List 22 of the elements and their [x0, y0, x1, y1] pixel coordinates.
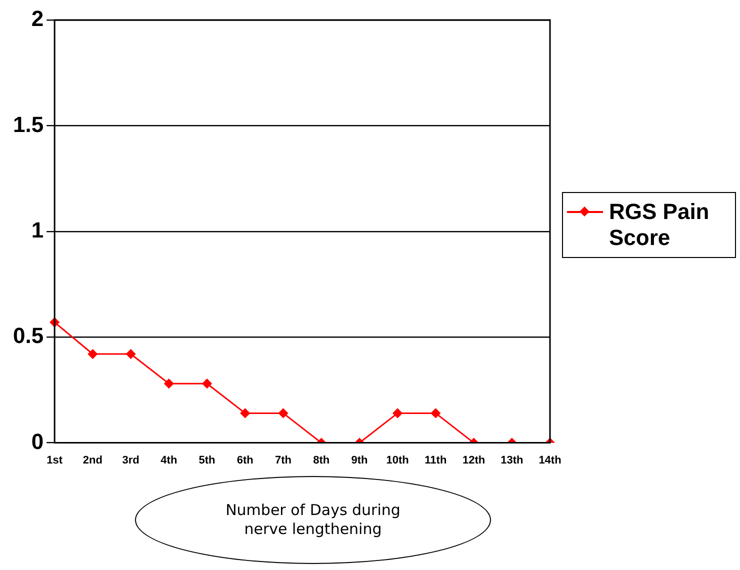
x-tick-label: 10th	[386, 454, 410, 466]
x-tick-label: 6th	[236, 454, 254, 466]
x-tick-label: 14th	[538, 454, 562, 466]
x-tick-label: 1st	[46, 454, 63, 466]
x-tick-label: 8th	[313, 454, 330, 466]
x-tick-label: 3rd	[122, 454, 140, 466]
x-tick-label: 11th	[424, 454, 447, 466]
x-axis-title: Number of Days during nerve lengthening	[224, 501, 402, 539]
ellipse-outline: Number of Days during nerve lengthening	[135, 476, 491, 564]
x-tick-label: 12th	[462, 454, 486, 466]
x-tick-label: 13th	[500, 454, 524, 466]
y-tick-label: 0.5	[12, 323, 44, 348]
x-tick-label: 2nd	[82, 454, 102, 466]
legend-label: RGS Pain Score	[609, 199, 710, 251]
y-tick-label: 2	[31, 6, 44, 32]
x-tick-label: 7th	[274, 454, 292, 466]
x-tick-label: 5th	[198, 454, 216, 466]
x-tick-label: 4th	[160, 454, 178, 466]
y-tick-label: 1	[31, 217, 44, 242]
x-tick-label: 9th	[351, 454, 368, 466]
y-tick-label: 1.5	[12, 112, 44, 137]
y-tick-label: 0	[31, 428, 44, 454]
